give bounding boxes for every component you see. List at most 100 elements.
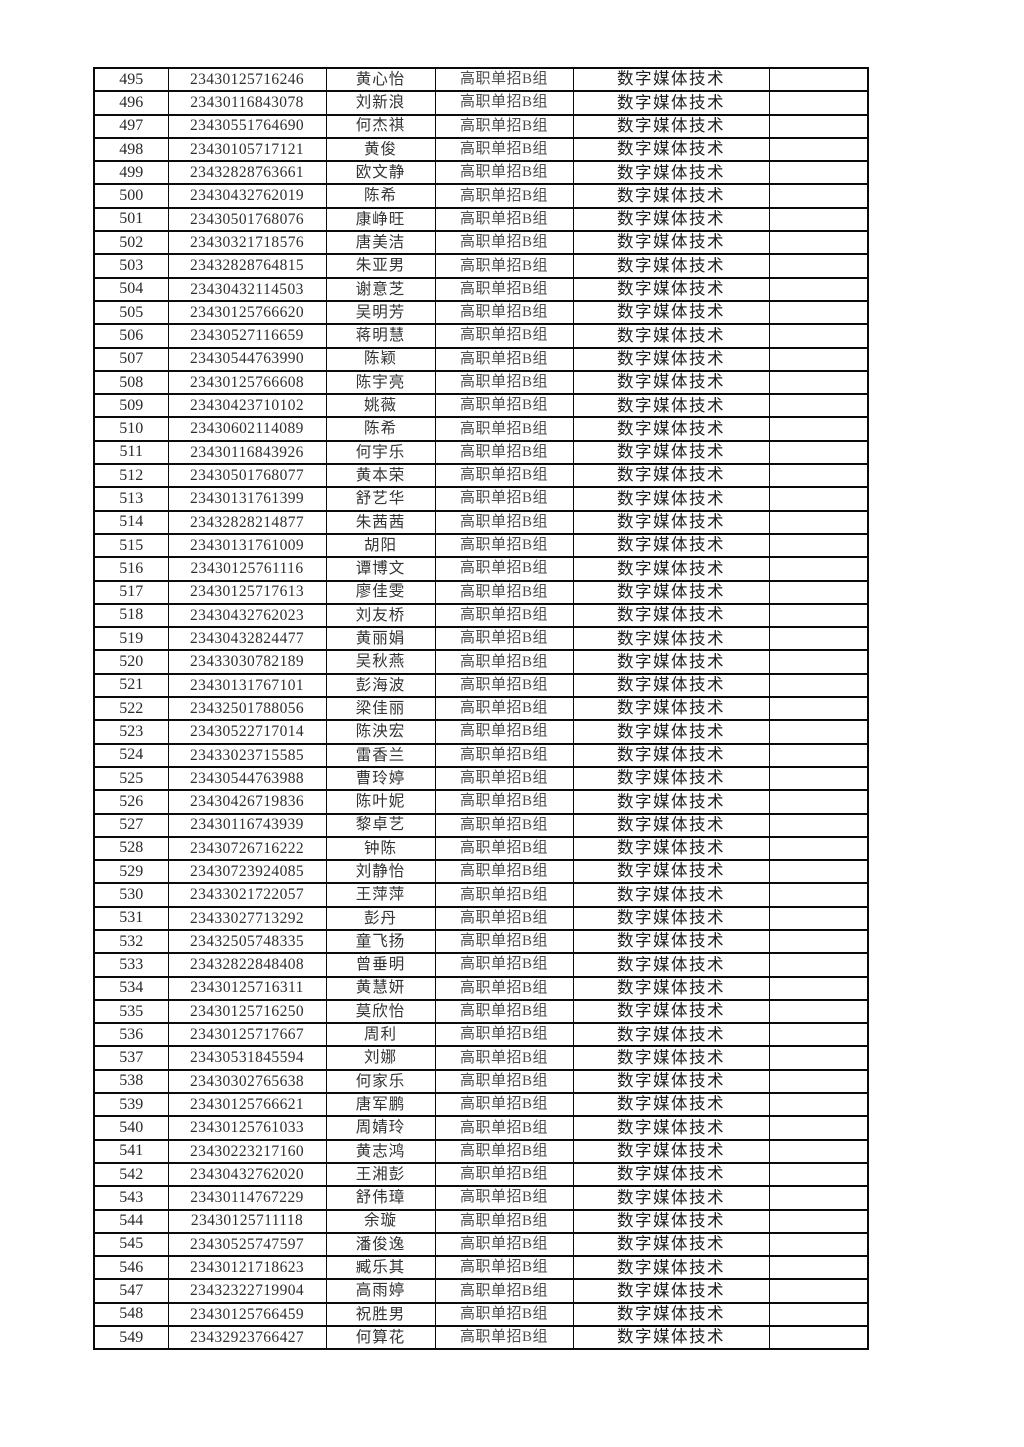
exam-group-cell: 高职单招B组	[434, 1301, 574, 1328]
empty-note-cell	[768, 905, 869, 931]
major-cell: 数字媒体技术	[572, 299, 770, 326]
candidate-id-cell: 23430131761399	[167, 486, 327, 512]
table-row: 512 23430501768077 黄本荣 高职单招B组 数字媒体技术	[93, 463, 869, 489]
major-cell: 数字媒体技术	[572, 626, 770, 652]
candidate-name-cell: 高雨婷	[325, 1278, 436, 1304]
row-number-cell: 525	[93, 765, 169, 792]
candidate-id-cell: 23430432762019	[167, 183, 327, 209]
major-cell: 数字媒体技术	[572, 765, 770, 792]
exam-group-cell: 高职单招B组	[434, 672, 574, 699]
empty-note-cell	[768, 626, 869, 652]
table-row: 541 23430223217160 黄志鸿 高职单招B组 数字媒体技术	[93, 1138, 869, 1164]
empty-note-cell	[768, 1115, 869, 1141]
table-row: 513 23430131761399 舒艺华 高职单招B组 数字媒体技术	[93, 486, 869, 512]
table-row: 526 23430426719836 陈叶妮 高职单招B组 数字媒体技术	[93, 789, 869, 815]
candidate-name-cell: 胡阳	[325, 532, 436, 559]
row-number-cell: 546	[93, 1255, 169, 1281]
exam-group-cell: 高职单招B组	[434, 486, 574, 512]
empty-note-cell	[768, 323, 869, 349]
candidate-name-cell: 彭海波	[325, 672, 436, 699]
row-number-cell: 512	[93, 463, 169, 489]
major-cell: 数字媒体技术	[572, 1161, 770, 1188]
candidate-id-cell: 23432322719904	[167, 1278, 327, 1304]
major-cell: 数字媒体技术	[572, 532, 770, 559]
major-cell: 数字媒体技术	[572, 859, 770, 885]
empty-note-cell	[768, 672, 869, 699]
empty-note-cell	[768, 1278, 869, 1304]
table-row: 506 23430527116659 蒋明慧 高职单招B组 数字媒体技术	[93, 323, 869, 349]
candidate-name-cell: 康峥旺	[325, 206, 436, 233]
major-cell: 数字媒体技术	[572, 905, 770, 931]
empty-note-cell	[768, 719, 869, 745]
table-row: 497 23430551764690 何杰祺 高职单招B组 数字媒体技术	[93, 113, 869, 139]
candidate-id-cell: 23430544763988	[167, 765, 327, 792]
candidate-id-cell: 23430302765638	[167, 1068, 327, 1095]
table-row: 510 23430602114089 陈希 高职单招B组 数字媒体技术	[93, 416, 869, 442]
major-cell: 数字媒体技术	[572, 113, 770, 139]
exam-group-cell: 高职单招B组	[434, 230, 574, 256]
empty-note-cell	[768, 765, 869, 792]
candidate-id-cell: 23432828764815	[167, 253, 327, 279]
candidate-id-cell: 23430105717121	[167, 136, 327, 163]
table-row: 514 23432828214877 朱茜茜 高职单招B组 数字媒体技术	[93, 509, 869, 535]
empty-note-cell	[768, 299, 869, 326]
exam-group-cell: 高职单招B组	[434, 1045, 574, 1071]
table-row: 537 23430531845594 刘娜 高职单招B组 数字媒体技术	[93, 1045, 869, 1071]
major-cell: 数字媒体技术	[572, 579, 770, 605]
exam-group-cell: 高职单招B组	[434, 789, 574, 815]
table-row: 530 23433021722057 王萍萍 高职单招B组 数字媒体技术	[93, 882, 869, 908]
row-number-cell: 522	[93, 696, 169, 722]
candidate-name-cell: 吴明芳	[325, 299, 436, 326]
candidate-id-cell: 23430125766608	[167, 369, 327, 396]
row-number-cell: 528	[93, 835, 169, 862]
row-number-cell: 508	[93, 369, 169, 396]
candidate-name-cell: 周利	[325, 1022, 436, 1048]
row-number-cell: 523	[93, 719, 169, 745]
exam-group-cell: 高职单招B组	[434, 835, 574, 862]
candidate-name-cell: 姚薇	[325, 393, 436, 419]
exam-group-cell: 高职单招B组	[434, 1208, 574, 1234]
exam-group-cell: 高职单招B组	[434, 812, 574, 838]
candidate-id-cell: 23430114767229	[167, 1185, 327, 1211]
row-number-cell: 506	[93, 323, 169, 349]
candidate-id-cell: 23430726716222	[167, 835, 327, 862]
exam-group-cell: 高职单招B组	[434, 1161, 574, 1188]
candidate-id-cell: 23432828763661	[167, 160, 327, 186]
candidate-id-cell: 23430544763990	[167, 346, 327, 372]
row-number-cell: 513	[93, 486, 169, 512]
row-number-cell: 499	[93, 160, 169, 186]
major-cell: 数字媒体技术	[572, 696, 770, 722]
major-cell: 数字媒体技术	[572, 812, 770, 838]
empty-note-cell	[768, 579, 869, 605]
exam-group-cell: 高职单招B组	[434, 1325, 574, 1351]
major-cell: 数字媒体技术	[572, 346, 770, 372]
major-cell: 数字媒体技术	[572, 1068, 770, 1095]
row-number-cell: 538	[93, 1068, 169, 1095]
row-number-cell: 521	[93, 672, 169, 699]
candidate-name-cell: 刘娜	[325, 1045, 436, 1071]
table-row: 515 23430131761009 胡阳 高职单招B组 数字媒体技术	[93, 532, 869, 559]
row-number-cell: 502	[93, 230, 169, 256]
candidate-id-cell: 23430501768076	[167, 206, 327, 233]
row-number-cell: 505	[93, 299, 169, 326]
student-roster-table: 495 23430125716246 黄心怡 高职单招B组 数字媒体技术 496…	[93, 66, 869, 1351]
exam-group-cell: 高职单招B组	[434, 882, 574, 908]
table-row: 522 23432501788056 梁佳丽 高职单招B组 数字媒体技术	[93, 696, 869, 722]
candidate-id-cell: 23430432762023	[167, 602, 327, 629]
major-cell: 数字媒体技术	[572, 369, 770, 396]
empty-note-cell	[768, 1255, 869, 1281]
exam-group-cell: 高职单招B组	[434, 1092, 574, 1118]
row-number-cell: 518	[93, 602, 169, 629]
row-number-cell: 526	[93, 789, 169, 815]
empty-note-cell	[768, 1185, 869, 1211]
major-cell: 数字媒体技术	[572, 1185, 770, 1211]
candidate-id-cell: 23433027713292	[167, 905, 327, 931]
empty-note-cell	[768, 649, 869, 675]
major-cell: 数字媒体技术	[572, 90, 770, 116]
candidate-name-cell: 陈叶妮	[325, 789, 436, 815]
table-row: 533 23432822848408 曾垂明 高职单招B组 数字媒体技术	[93, 952, 869, 978]
major-cell: 数字媒体技术	[572, 1045, 770, 1071]
major-cell: 数字媒体技术	[572, 1022, 770, 1048]
table-row: 499 23432828763661 欧文静 高职单招B组 数字媒体技术	[93, 160, 869, 186]
